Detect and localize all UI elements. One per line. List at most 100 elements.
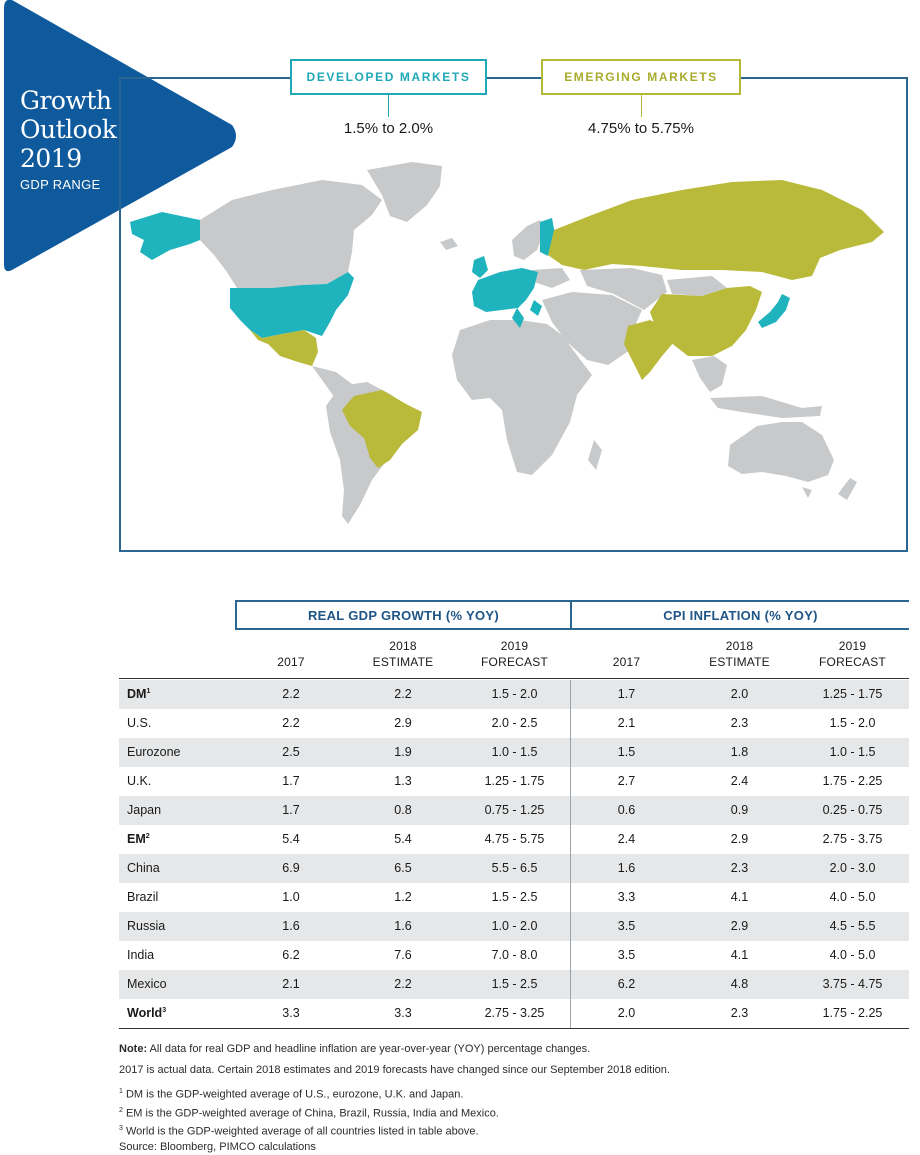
map-frame: [119, 77, 908, 552]
table-cell: 2.9: [730, 832, 749, 846]
table-cell: 2.4: [617, 832, 636, 846]
row-label: China: [127, 861, 160, 875]
note-line-2: 2017 is actual data. Certain 2018 estima…: [119, 1064, 670, 1076]
table-cell: 3.5: [617, 948, 636, 962]
column-header-line: 2017: [277, 655, 305, 669]
table-body: DM1 2.2 2.2 1.5 - 2.0 1.7 2.0 1.25 - 1.75 U.S. 2…: [119, 680, 909, 1028]
table-cell: 2.2: [394, 687, 412, 701]
table-cell: 1.6: [394, 919, 412, 933]
table-cell: 2.4: [730, 774, 749, 788]
badge-title-line: 2019: [20, 144, 82, 173]
table-cell: 4.0 - 5.0: [829, 948, 876, 962]
emerging-markets-countries: [250, 180, 884, 468]
column-header-line: FORECAST: [819, 655, 886, 669]
column-header-line: 2018: [725, 639, 754, 653]
column-divider: [570, 941, 571, 970]
column-header: 2017: [570, 654, 683, 670]
column-divider: [570, 912, 571, 941]
column-header-line: 2019: [500, 639, 529, 653]
column-header-line: FORECAST: [481, 655, 548, 669]
table-cell: 1.5 - 2.0: [829, 716, 876, 730]
table-cell: 6.5: [394, 861, 412, 875]
table-cell: 2.0 - 3.0: [829, 861, 876, 875]
table-cell: 0.9: [730, 803, 749, 817]
map-frame-top-rule: [486, 77, 542, 79]
column-divider: [570, 680, 571, 709]
table-cell: 5.4: [282, 832, 300, 846]
column-divider: [570, 767, 571, 796]
table-cell: 3.5: [617, 919, 636, 933]
table-cell: 1.0: [282, 890, 300, 904]
footnote-1: 1 DM is the GDP-weighted average of U.S.…: [119, 1084, 909, 1103]
badge-title: Growth Outlook 2019: [20, 86, 117, 173]
table-cell: 2.2: [282, 716, 300, 730]
note-label: Note:: [119, 1043, 148, 1055]
table-cell: 0.25 - 0.75: [822, 803, 883, 817]
row-label: Mexico: [127, 977, 167, 991]
footnote-text: EM is the GDP-weighted average of China,…: [122, 1107, 499, 1120]
footnotes: Note: All data for real GDP and headline…: [119, 1042, 909, 1155]
footnote-text: World is the GDP-weighted average of all…: [122, 1125, 479, 1138]
note-text: All data for real GDP and headline infla…: [147, 1043, 591, 1055]
row-label: World3: [127, 1006, 167, 1020]
column-header-line: 2018: [389, 639, 417, 653]
column-header-line: ESTIMATE: [372, 655, 434, 669]
table-cell: 2.2: [282, 687, 300, 701]
table-row: Russia 1.6 1.6 1.0 - 2.0 3.5 2.9 4.5 - 5.5: [119, 912, 909, 941]
table-cell: 1.0 - 1.5: [829, 745, 876, 759]
note-line: Note: All data for real GDP and headline…: [119, 1042, 909, 1057]
table-cell: 2.1: [617, 716, 636, 730]
table-cell: 2.0: [730, 687, 749, 701]
table-cell: 3.3: [617, 890, 636, 904]
developed-markets-range: 1.5% to 2.0%: [343, 120, 434, 137]
cpi-group-header: CPI INFLATION (% YOY): [570, 600, 909, 630]
column-divider: [570, 738, 571, 767]
row-label-footnote-marker: 2: [145, 832, 150, 840]
table-cell: 1.6: [282, 919, 300, 933]
table-cell: 2.0: [617, 1006, 636, 1020]
table-cell: 2.3: [730, 1006, 749, 1020]
table-cell: 2.7: [617, 774, 636, 788]
column-header: 2017: [235, 654, 347, 670]
table-cell: 2.3: [730, 861, 749, 875]
table-cell: 2.9: [730, 919, 749, 933]
table-cell: 4.8: [730, 977, 749, 991]
table-row: India 6.2 7.6 7.0 - 8.0 3.5 4.1 4.0 - 5.0: [119, 941, 909, 970]
badge-subtitle: GDP RANGE: [20, 177, 101, 192]
table-cell: 1.3: [394, 774, 412, 788]
row-label-footnote-marker: 1: [146, 687, 151, 695]
badge-title-line: Outlook: [20, 115, 117, 144]
badge-title-line: Growth: [20, 86, 112, 115]
table-cell: 1.6: [617, 861, 636, 875]
map-frame-top-rule: [119, 77, 291, 79]
table-cell: 2.5: [282, 745, 300, 759]
table-cell: 1.5: [617, 745, 636, 759]
table-row: Brazil 1.0 1.2 1.5 - 2.5 3.3 4.1 4.0 - 5.0: [119, 883, 909, 912]
developed-connector: [388, 95, 389, 117]
table-cell: 1.5 - 2.0: [491, 687, 538, 701]
column-header: 2019 FORECAST: [796, 638, 909, 670]
table-cell: 6.9: [282, 861, 300, 875]
row-label: U.K.: [127, 774, 152, 788]
column-divider: [570, 883, 571, 912]
table-cell: 1.75 - 2.25: [822, 774, 883, 788]
other-countries: [200, 162, 857, 524]
footnote-marker: 3: [119, 1125, 123, 1133]
table-cell: 5.4: [394, 832, 412, 846]
developed-markets-label: DEVELOPED MARKETS: [290, 59, 487, 95]
table-cell: 2.75 - 3.75: [822, 832, 883, 846]
table-cell: 1.7: [282, 803, 300, 817]
table-cell: 7.0 - 8.0: [491, 948, 538, 962]
row-label: India: [127, 948, 155, 962]
table-row: China 6.9 6.5 5.5 - 6.5 1.6 2.3 2.0 - 3.0: [119, 854, 909, 883]
column-divider: [570, 709, 571, 738]
row-label: EM2: [127, 832, 150, 846]
table-bottom-rule: [119, 1028, 909, 1029]
table-cell: 1.5 - 2.5: [491, 890, 538, 904]
footnote-text: DM is the GDP-weighted average of U.S., …: [122, 1088, 464, 1101]
row-label: DM1: [127, 687, 151, 701]
table-cell: 4.5 - 5.5: [829, 919, 876, 933]
table-cell: 1.2: [394, 890, 412, 904]
map-frame-top-rule: [740, 77, 908, 79]
header-rule: [119, 678, 909, 679]
